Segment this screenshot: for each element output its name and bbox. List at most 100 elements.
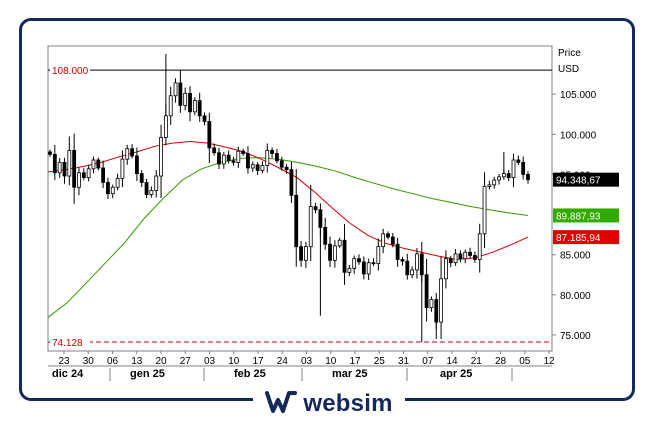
x-month-label: feb 25 xyxy=(234,368,266,380)
y-tick-label: 75.000 xyxy=(560,331,591,342)
candle-body xyxy=(144,182,149,195)
candle-body xyxy=(178,82,183,106)
candle-body xyxy=(434,299,439,323)
x-tick-label: 31 xyxy=(398,356,410,367)
candle-body xyxy=(337,239,342,247)
candle-body xyxy=(255,164,260,171)
last-value-tag xyxy=(553,172,619,187)
x-tick-label: 25 xyxy=(374,356,386,367)
candle-body xyxy=(110,186,115,195)
reference-line-label: 74.128 xyxy=(52,338,83,349)
candle-body xyxy=(284,166,289,171)
candle-body xyxy=(159,137,163,177)
candle-body xyxy=(381,233,386,248)
candle-body xyxy=(395,243,400,260)
x-tick-label: 20 xyxy=(155,356,167,367)
candle-body xyxy=(246,153,250,169)
y-tick-label: 100.000 xyxy=(560,130,597,141)
candle-body xyxy=(342,239,347,273)
candle-body xyxy=(202,115,207,122)
candle-body xyxy=(448,258,453,264)
candle-body xyxy=(303,246,308,261)
candle-body xyxy=(77,172,81,188)
candle-body xyxy=(357,258,361,263)
x-tick-label: 10 xyxy=(325,356,337,367)
candle-body xyxy=(48,151,52,155)
candle-body xyxy=(197,100,202,117)
candle-body xyxy=(400,259,405,262)
candle-body xyxy=(91,159,96,170)
candle-body xyxy=(511,159,516,179)
candle-body xyxy=(352,258,357,269)
candle-body xyxy=(139,173,144,183)
x-tick-label: 07 xyxy=(422,356,434,367)
price-chart: Price USD 108.000 74.128 75.000 80.000 85.0… xyxy=(47,45,619,381)
candle-body xyxy=(62,161,67,177)
candle-body xyxy=(429,299,434,309)
candle-body xyxy=(192,100,197,113)
x-tick-label: 14 xyxy=(446,356,458,367)
reference-label-bg xyxy=(50,65,90,77)
candle-body xyxy=(96,159,101,169)
candle-body xyxy=(52,153,57,174)
websim-logo-icon xyxy=(265,390,298,419)
candle-body xyxy=(289,169,294,196)
candle-body xyxy=(188,92,192,113)
last-value-tag-label: 89.887,93 xyxy=(556,211,601,222)
x-tick-label: 10 xyxy=(228,356,240,367)
x-month-label: dic 24 xyxy=(52,368,84,380)
x-tick-label: 05 xyxy=(519,356,531,367)
candle-body xyxy=(361,261,366,275)
candle-body xyxy=(405,260,410,276)
candle-body xyxy=(487,184,492,187)
candle-body xyxy=(526,174,530,181)
candle-body xyxy=(308,206,313,248)
candle-body xyxy=(168,95,173,117)
x-tick-label: 23 xyxy=(58,356,70,367)
candle-body xyxy=(501,173,506,178)
candle-body xyxy=(67,149,72,177)
chart-frame: Price USD 108.000 74.128 75.000 80.000 85.0… xyxy=(19,18,635,401)
x-tick-label: 17 xyxy=(349,356,361,367)
x-tick-label: 24 xyxy=(277,356,289,367)
candle-body xyxy=(221,154,226,165)
candle-body xyxy=(275,153,279,162)
candle-body xyxy=(419,253,424,276)
candle-body xyxy=(313,206,318,211)
candle-body xyxy=(482,186,487,235)
candle-body xyxy=(241,150,246,154)
last-value-tag xyxy=(553,208,619,223)
candle-body xyxy=(250,164,255,169)
candle-body xyxy=(279,160,284,168)
candle-body xyxy=(125,148,130,160)
x-tick-label: 03 xyxy=(204,356,216,367)
reference-line-label: 108.000 xyxy=(52,66,89,77)
candle-body xyxy=(439,278,443,323)
candle-body xyxy=(328,243,332,261)
candle-body xyxy=(323,226,328,245)
candle-body xyxy=(347,267,352,273)
candle-body xyxy=(497,176,501,181)
candle-body xyxy=(376,246,381,264)
candle-body xyxy=(458,253,463,260)
candle-body xyxy=(226,154,231,162)
candle-body xyxy=(149,190,154,195)
brand-name: websim xyxy=(303,390,393,417)
candle-body xyxy=(183,92,188,106)
reference-label-bg xyxy=(50,336,90,348)
candle-body xyxy=(86,168,91,179)
candle-body xyxy=(163,115,168,138)
x-tick-label: 27 xyxy=(180,356,192,367)
moving-average-slow-line xyxy=(47,157,529,318)
candle-body xyxy=(453,253,458,264)
candle-body xyxy=(521,161,526,175)
x-tick-label: 13 xyxy=(131,356,143,367)
candle-body xyxy=(231,160,236,163)
candle-body xyxy=(72,149,77,188)
currency-header-usd: USD xyxy=(558,64,579,75)
x-month-label: gen 25 xyxy=(130,368,165,380)
candle-body xyxy=(415,253,419,271)
y-tick-label: 80.000 xyxy=(560,291,591,302)
candle-body xyxy=(217,152,221,165)
candle-body xyxy=(371,262,376,265)
